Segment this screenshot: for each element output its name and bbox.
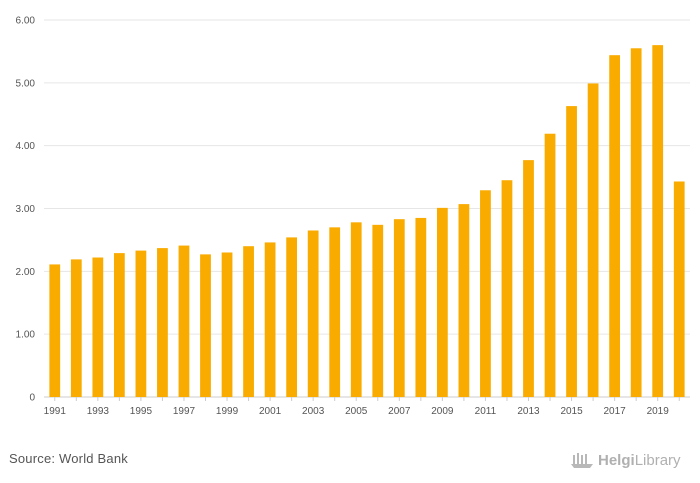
x-tick-label: 1995: [130, 406, 153, 417]
x-tick-label: 2011: [475, 406, 497, 417]
bar: [458, 204, 470, 397]
bar: [372, 224, 384, 397]
x-tick-label: 2015: [560, 406, 583, 417]
logo-text: HelgiLibrary: [598, 452, 681, 469]
bar: [92, 257, 104, 397]
bar: [49, 264, 61, 397]
bar: [673, 181, 685, 397]
bar: [652, 45, 664, 398]
bar: [307, 230, 319, 397]
y-tick-label: 6.00: [16, 16, 36, 27]
y-tick-label: 4.00: [16, 141, 36, 152]
bar: [70, 259, 82, 397]
x-tick-label: 1991: [44, 406, 67, 417]
bar: [135, 250, 147, 397]
logo-text-library: Library: [634, 451, 681, 469]
y-tick-label: 3.00: [16, 204, 36, 215]
bar: [523, 160, 534, 397]
x-tick-label: 2007: [388, 406, 411, 417]
bar: [264, 242, 276, 397]
bar: [587, 83, 599, 397]
x-tick-label: 2003: [302, 406, 325, 417]
y-tick-label: 0: [29, 393, 35, 404]
x-tick-label: 2017: [604, 406, 627, 417]
bar: [200, 254, 211, 397]
bar: [243, 246, 254, 397]
x-tick-label: 2019: [647, 406, 670, 417]
y-tick-label: 5.00: [16, 78, 36, 89]
logo-text-helgi: Helgi: [598, 451, 635, 469]
bar: [329, 227, 341, 397]
bar: [286, 237, 298, 397]
bar: [630, 48, 642, 398]
x-tick-label: 1997: [173, 406, 196, 417]
bar: [178, 245, 190, 397]
bar: [393, 219, 405, 397]
bar: [566, 106, 577, 397]
y-tick-label: 1.00: [16, 330, 36, 341]
bar: [544, 133, 556, 397]
helgi-library-logo[interactable]: HelgiLibrary: [570, 449, 681, 471]
helgi-boat-logo-icon: [570, 451, 594, 469]
bar: [221, 252, 233, 397]
bar: [415, 217, 427, 397]
x-tick-label: 1993: [87, 406, 110, 417]
bar: [350, 222, 362, 397]
x-tick-label: 2009: [431, 406, 454, 417]
x-tick-label: 2005: [345, 406, 368, 417]
bar: [113, 253, 125, 397]
bar: [480, 190, 491, 397]
y-tick-label: 2.00: [16, 267, 36, 278]
bar-chart: 0 1.00 2.00 3.00 4.00 5.00 6.00 1991 1993 1995 199…: [16, 16, 690, 417]
bar: [501, 180, 513, 397]
bar: [157, 248, 168, 397]
x-tick-label: 2013: [517, 406, 540, 417]
x-tick-label: 1999: [216, 406, 239, 417]
source-note: Source: World Bank: [9, 451, 128, 466]
x-tick-label: 2001: [259, 406, 282, 417]
bar: [436, 207, 448, 397]
bar: [609, 55, 621, 397]
